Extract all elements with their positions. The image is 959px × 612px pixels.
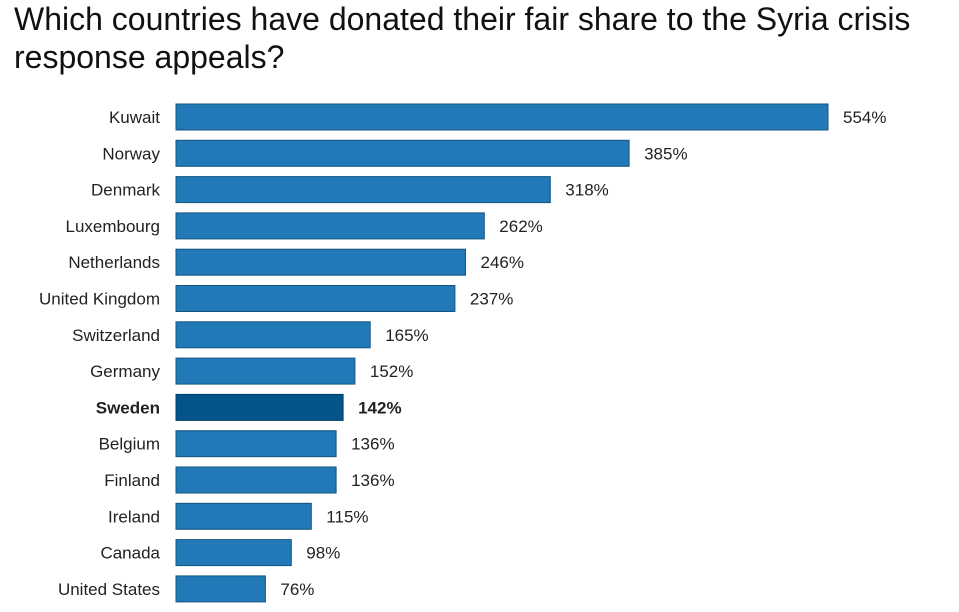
category-label-luxembourg: Luxembourg — [65, 217, 160, 236]
bar-denmark — [175, 176, 551, 204]
bar-finland — [175, 466, 337, 494]
category-label-kuwait: Kuwait — [109, 108, 160, 127]
value-label-kuwait: 554% — [843, 108, 886, 127]
category-label-netherlands: Netherlands — [68, 253, 160, 272]
value-label-canada: 98% — [306, 544, 340, 563]
bar-germany — [175, 357, 356, 385]
category-label-germany: Germany — [90, 362, 160, 381]
value-label-norway: 385% — [644, 144, 687, 163]
value-label-switzerland: 165% — [385, 326, 428, 345]
bars-layer: Kuwait 554% Norway 385% Denmark 318% Luxembour… — [39, 103, 886, 603]
bar-united-states — [175, 575, 266, 603]
category-label-united-kingdom: United Kingdom — [39, 290, 160, 309]
value-label-sweden: 142% — [358, 398, 401, 417]
value-label-finland: 136% — [351, 471, 394, 490]
bar-united-kingdom — [175, 285, 456, 312]
category-label-sweden: Sweden — [96, 398, 160, 417]
category-label-canada: Canada — [100, 544, 160, 563]
value-label-denmark: 318% — [565, 181, 608, 200]
category-label-denmark: Denmark — [91, 181, 160, 200]
bar-kuwait — [175, 103, 829, 131]
bar-ireland — [175, 502, 312, 530]
bar-switzerland — [175, 321, 371, 349]
category-label-ireland: Ireland — [108, 507, 160, 526]
value-label-united-states: 76% — [280, 580, 314, 599]
category-label-belgium: Belgium — [99, 435, 160, 454]
bar-luxembourg — [175, 212, 485, 240]
value-label-united-kingdom: 237% — [470, 290, 513, 309]
chart-title: Which countries have donated their fair … — [14, 1, 911, 75]
bar-sweden — [175, 393, 344, 421]
value-label-belgium: 136% — [351, 435, 394, 454]
category-label-finland: Finland — [104, 471, 160, 490]
bar-norway — [175, 139, 630, 167]
bar-belgium — [175, 430, 337, 458]
category-label-switzerland: Switzerland — [72, 326, 160, 345]
category-label-united-states: United States — [58, 580, 160, 599]
category-label-norway: Norway — [102, 144, 160, 163]
value-label-germany: 152% — [370, 362, 413, 381]
value-label-ireland: 115% — [326, 507, 368, 526]
value-label-luxembourg: 262% — [499, 217, 542, 236]
bar-canada — [175, 539, 292, 567]
value-label-netherlands: 246% — [481, 253, 524, 272]
bar-netherlands — [175, 248, 466, 276]
